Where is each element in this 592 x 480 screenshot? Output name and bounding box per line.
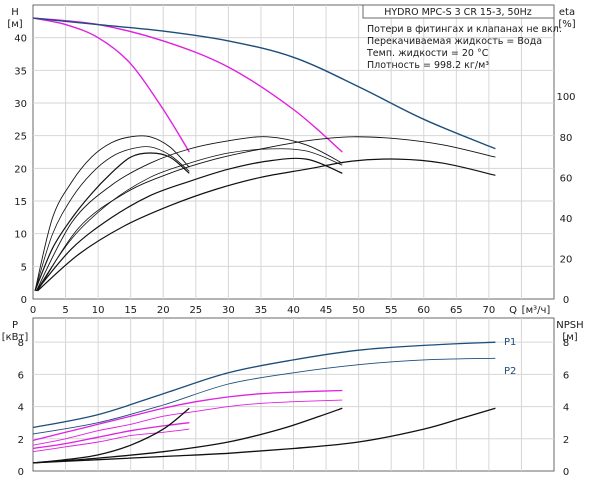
x-tick-label: 60 — [417, 305, 430, 316]
p-tick-label: 4 — [18, 403, 24, 414]
bottom-curve-3 — [32, 428, 190, 453]
h-tick-label: 15 — [14, 197, 27, 208]
head-efficiency-panel: 0 5 10 15 20 25 30 35 40 45 50 55 60 65 70 0 5 10 15 20 25 30… — [7, 4, 576, 316]
note-liquid: Перекачиваемая жидкость = Вода — [367, 36, 542, 47]
x-tick-label: 45 — [320, 305, 333, 316]
head-curve-0 — [32, 17, 190, 153]
bottom-curve-7 — [32, 407, 343, 464]
x-tick-label: 30 — [222, 305, 235, 316]
eta-tick-label: 100 — [556, 92, 575, 103]
x-tick-label: 35 — [255, 305, 268, 316]
bottom-curve-0 — [32, 341, 496, 429]
x-tick-label: 25 — [189, 305, 202, 316]
npsh-tick-label: 6 — [563, 370, 569, 381]
p2-curve-label: P2 — [504, 366, 516, 377]
bottom-curve-4 — [32, 389, 343, 442]
h-tick-label: 0 — [21, 295, 27, 306]
note-density: Плотность = 998.2 кг/м³ — [367, 60, 489, 71]
x-tick-label: 50 — [352, 305, 365, 316]
x-tick-label: 0 — [30, 305, 36, 316]
pump-header: HYDRO MPC-S 3 CR 15-3, 50Hz — [384, 7, 532, 18]
h-tick-label: 5 — [21, 262, 27, 273]
top-curves — [32, 17, 496, 292]
x-tick-label: 40 — [287, 305, 300, 316]
h-tick-label: 30 — [14, 99, 27, 110]
p-tick-label: 6 — [18, 370, 24, 381]
h-tick-label: 40 — [14, 34, 27, 45]
efficiency-curve-5 — [35, 136, 343, 292]
x-tick-label: 65 — [450, 305, 463, 316]
x-axis-name: Q — [509, 305, 517, 316]
bottom-tick-labels: 0 2 4 6 8 0 2 4 6 8 — [18, 338, 570, 478]
eta-tick-label: 80 — [560, 133, 573, 144]
bottom-curve-2 — [32, 422, 190, 450]
npsh-tick-label: 4 — [563, 403, 569, 414]
eta-tick-label: 0 — [563, 295, 569, 306]
p-tick-label: 2 — [18, 435, 24, 446]
p-tick-label: 0 — [18, 467, 24, 478]
note-losses: Потери в фитингах и клапанах не вкл. — [367, 24, 562, 35]
bottom-curve-5 — [32, 399, 343, 446]
eta-tick-label: 40 — [560, 214, 573, 225]
npsh-tick-label: 8 — [563, 338, 569, 349]
bottom-curves — [32, 341, 496, 464]
bottom-left-axis-unit: [кВт] — [2, 332, 29, 343]
top-right-axis-name: eta — [559, 7, 575, 18]
eta-tick-label: 20 — [560, 254, 573, 265]
pump-header-box — [362, 4, 555, 19]
efficiency-curve-10 — [35, 148, 343, 292]
h-tick-label: 20 — [14, 164, 27, 175]
efficiency-curve-6 — [35, 157, 343, 292]
bottom-curve-8 — [32, 407, 496, 464]
head-curve-2 — [32, 17, 496, 150]
npsh-tick-label: 2 — [563, 435, 569, 446]
x-axis-unit: [м³/ч] — [522, 305, 551, 316]
bottom-right-axis-unit: [м] — [562, 332, 577, 343]
x-tick-label: 20 — [157, 305, 170, 316]
bottom-left-axis-name: P — [12, 320, 18, 331]
efficiency-curve-4 — [34, 152, 190, 292]
top-left-axis-unit: [м] — [7, 19, 22, 30]
p1-curve-label: P1 — [504, 337, 516, 348]
top-left-axis-name: H — [11, 7, 19, 18]
x-tick-label: 15 — [124, 305, 137, 316]
bottom-right-axis-name: NPSH — [556, 320, 583, 331]
efficiency-curve-8 — [37, 158, 496, 292]
top-right-axis-unit: [%] — [558, 19, 575, 30]
h-tick-label: 25 — [14, 132, 27, 143]
x-tick-label: 5 — [62, 305, 68, 316]
efficiency-curve-9 — [34, 146, 190, 292]
bottom-curve-1 — [32, 357, 496, 435]
top-tick-labels: 0 5 10 15 20 25 30 35 40 45 50 55 60 65 70 0 5 10 15 20 25 30… — [14, 34, 575, 316]
top-grid — [33, 5, 554, 299]
note-temperature: Темп. жидкости = 20 °C — [366, 48, 489, 59]
bottom-curve-6 — [32, 407, 190, 464]
eta-tick-label: 60 — [560, 173, 573, 184]
h-tick-label: 10 — [14, 230, 27, 241]
h-tick-label: 35 — [14, 66, 27, 77]
x-tick-label: 70 — [483, 305, 496, 316]
npsh-tick-label: 0 — [563, 467, 569, 478]
x-tick-label: 10 — [92, 305, 105, 316]
power-npsh-panel: 0 2 4 6 8 0 2 4 6 8 P [кВт] NPSH [м] P1 P2 — [2, 317, 584, 478]
x-tick-label: 55 — [385, 305, 398, 316]
p-tick-label: 8 — [18, 338, 24, 349]
efficiency-curve-3 — [34, 135, 190, 292]
